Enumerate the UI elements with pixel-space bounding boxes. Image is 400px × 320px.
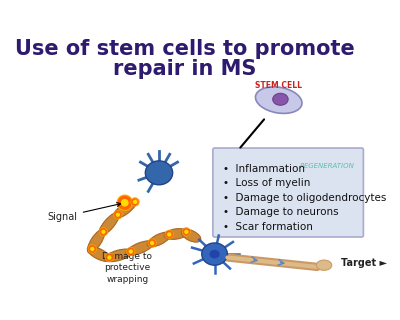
Ellipse shape: [99, 212, 119, 236]
Ellipse shape: [126, 241, 154, 255]
Ellipse shape: [113, 200, 136, 219]
FancyBboxPatch shape: [213, 148, 363, 237]
Ellipse shape: [114, 211, 122, 219]
Ellipse shape: [87, 247, 111, 261]
Ellipse shape: [181, 229, 201, 242]
Ellipse shape: [126, 247, 135, 256]
Ellipse shape: [147, 232, 171, 247]
Ellipse shape: [165, 230, 174, 239]
Text: •  Inflammation: • Inflammation: [223, 164, 305, 173]
Text: REGENERATION: REGENERATION: [300, 163, 355, 169]
Text: •  Damage to oligodendrocytes: • Damage to oligodendrocytes: [223, 193, 386, 203]
Ellipse shape: [104, 249, 132, 262]
Ellipse shape: [90, 247, 94, 251]
Ellipse shape: [101, 230, 106, 234]
Ellipse shape: [182, 228, 191, 236]
Ellipse shape: [167, 232, 171, 236]
Ellipse shape: [117, 195, 132, 211]
Text: •  Damage to neurons: • Damage to neurons: [223, 207, 339, 217]
Ellipse shape: [121, 199, 129, 207]
Ellipse shape: [316, 260, 332, 270]
Ellipse shape: [133, 200, 137, 204]
Text: STEM CELL: STEM CELL: [255, 81, 302, 90]
Ellipse shape: [129, 249, 133, 254]
Text: Signal: Signal: [48, 203, 121, 222]
Ellipse shape: [88, 245, 96, 253]
Ellipse shape: [105, 253, 114, 262]
Ellipse shape: [88, 229, 105, 253]
Ellipse shape: [131, 198, 139, 206]
Text: Target ►: Target ►: [341, 258, 387, 268]
Ellipse shape: [210, 250, 220, 258]
Ellipse shape: [150, 241, 154, 245]
Text: repair in MS: repair in MS: [113, 59, 256, 79]
Ellipse shape: [107, 255, 112, 260]
Text: •  Scar formation: • Scar formation: [223, 222, 313, 232]
Text: Use of stem cells to promote: Use of stem cells to promote: [15, 38, 354, 59]
Ellipse shape: [99, 228, 108, 236]
Ellipse shape: [256, 87, 302, 113]
Text: Damage to
protective
wrapping: Damage to protective wrapping: [102, 252, 152, 284]
Ellipse shape: [273, 93, 288, 105]
Ellipse shape: [148, 239, 156, 247]
Ellipse shape: [184, 230, 188, 234]
Ellipse shape: [164, 228, 188, 239]
Ellipse shape: [116, 212, 120, 217]
Text: •  Loss of myelin: • Loss of myelin: [223, 178, 310, 188]
Ellipse shape: [202, 243, 228, 265]
Ellipse shape: [145, 161, 173, 185]
